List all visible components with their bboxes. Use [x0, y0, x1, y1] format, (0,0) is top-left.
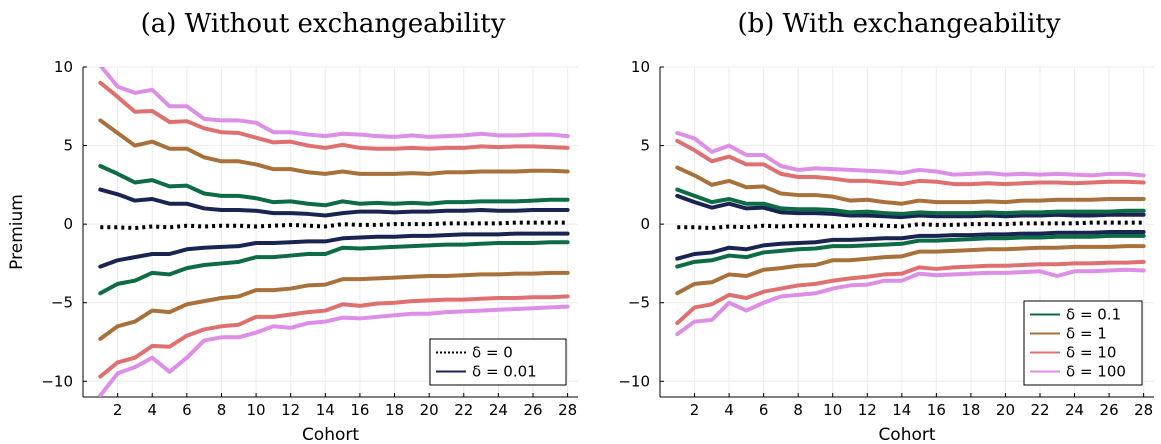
x-tick-label: 26 [523, 401, 542, 419]
x-tick-label: 28 [1134, 401, 1153, 419]
series-line-delta-0-1 [98, 164, 570, 208]
series-line-delta-0-01 [675, 193, 1146, 220]
series-line-delta-100 [675, 267, 1146, 337]
x-tick-label: 6 [759, 401, 769, 419]
x-tick-label: 20 [420, 401, 439, 419]
panel-title: (a) Without exchangeability [141, 9, 506, 39]
x-tick-label: 2 [113, 401, 123, 419]
series-group [675, 131, 1146, 337]
y-tick-label: 10 [631, 58, 650, 76]
series-line-delta-1 [675, 165, 1146, 206]
legend-label: δ = 1 [1066, 325, 1107, 343]
x-tick-label: 14 [316, 401, 335, 419]
x-tick-label: 10 [823, 401, 842, 419]
y-tick-label: −10 [41, 372, 73, 390]
legend-box [429, 338, 567, 386]
x-tick-label: 4 [147, 401, 157, 419]
series-line-delta-0-01 [675, 230, 1146, 261]
y-tick-label: 10 [54, 58, 73, 76]
series-line-delta-100 [675, 131, 1146, 178]
y-tick-label: −5 [51, 294, 73, 312]
x-tick-label: 12 [858, 401, 877, 419]
series-line-delta-0-01 [98, 187, 570, 218]
x-tick-label: 4 [724, 401, 734, 419]
x-tick-label: 24 [489, 401, 508, 419]
legend-label: δ = 0.01 [472, 363, 537, 381]
x-tick-label: 8 [793, 401, 803, 419]
x-axis-label: Cohort [302, 425, 359, 444]
series-line-delta-1 [675, 244, 1146, 296]
series-line-delta-10 [675, 138, 1146, 187]
series-line-delta-0 [677, 220, 1144, 231]
y-tick-label: 0 [63, 215, 73, 233]
y-tick-label: −5 [628, 294, 650, 312]
y-tick-label: 0 [640, 215, 650, 233]
x-tick-label: 18 [961, 401, 980, 419]
series-line-delta-100 [99, 67, 570, 139]
x-tick-label: 2 [690, 401, 700, 419]
x-tick-label: 10 [247, 401, 266, 419]
y-tick-label: −10 [618, 372, 650, 390]
series-line-delta-0 [100, 220, 568, 231]
series-group [98, 67, 570, 397]
x-axis-label: Cohort [878, 425, 935, 444]
y-axis-label: Premium [7, 194, 27, 270]
series-line-delta-100 [98, 304, 570, 397]
series-line-delta-1 [98, 270, 570, 341]
series-line-delta-0-1 [675, 187, 1146, 216]
x-tick-label: 22 [1030, 401, 1049, 419]
x-tick-label: 12 [281, 401, 300, 419]
x-tick-label: 14 [892, 401, 911, 419]
x-tick-label: 28 [558, 401, 577, 419]
series-line-delta-0-1 [675, 233, 1146, 269]
legend-label: δ = 100 [1066, 363, 1126, 381]
x-tick-label: 24 [1065, 401, 1084, 419]
series-line-delta-0-01 [98, 231, 570, 269]
y-tick-label: 5 [63, 137, 73, 155]
x-tick-label: 22 [454, 401, 473, 419]
x-tick-label: 20 [996, 401, 1015, 419]
legend-label: δ = 10 [1066, 344, 1116, 362]
y-tick-label: 5 [640, 137, 650, 155]
series-line-delta-1 [98, 118, 570, 176]
series-line-delta-0-1 [98, 240, 570, 296]
series-line-delta-10 [98, 80, 570, 151]
series-line-delta-10 [98, 294, 570, 379]
x-tick-label: 16 [350, 401, 369, 419]
legend-label: δ = 0 [472, 344, 513, 362]
x-tick-label: 18 [385, 401, 404, 419]
x-tick-label: 26 [1100, 401, 1119, 419]
legend-label: δ = 0.1 [1066, 306, 1121, 324]
legend: δ = 0.1δ = 1δ = 10δ = 100 [1023, 300, 1143, 386]
x-tick-label: 16 [927, 401, 946, 419]
x-tick-label: 8 [217, 401, 227, 419]
x-tick-label: 6 [182, 401, 192, 419]
legend: δ = 0δ = 0.01 [429, 338, 567, 386]
panel-title: (b) With exchangeability [737, 9, 1060, 39]
series-line-delta-10 [675, 259, 1146, 326]
